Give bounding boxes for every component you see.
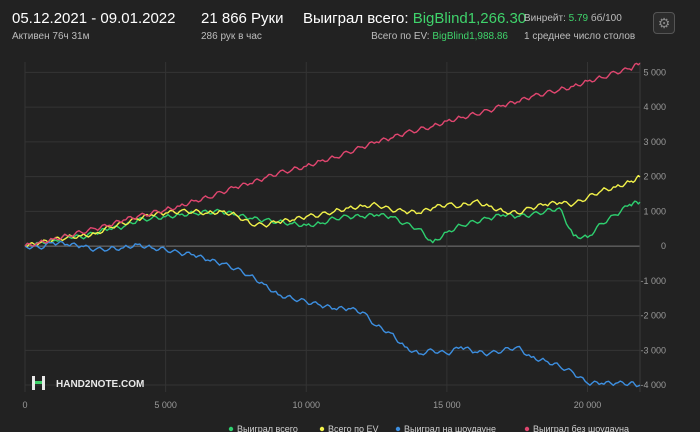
x-tick-label: 10 000 xyxy=(292,400,320,410)
hand2note-logo: HAND2NOTE.COM xyxy=(32,376,144,390)
x-tick-label: 0 xyxy=(22,400,27,410)
series-line-4 xyxy=(24,62,641,247)
legend-item[interactable]: Выиграл без шоудауна xyxy=(524,424,629,432)
legend-label: Всего по EV xyxy=(328,424,378,432)
profit-chart: 5 000 4 000 3 000 2 000 1 000 0 -1 000 -2 000 -3… xyxy=(22,62,666,432)
y-tick-label: 2 000 xyxy=(643,172,666,182)
won-total-label: Выиграл всего: xyxy=(303,10,409,27)
y-tick-label: 3 000 xyxy=(643,137,666,147)
series-line-3 xyxy=(24,240,641,388)
legend-item[interactable]: Выиграл всего xyxy=(228,424,298,432)
y-tick-label: 0 xyxy=(661,241,666,251)
legend-label: Выиграл на шоудауне xyxy=(404,424,496,432)
y-tick-label: 1 000 xyxy=(643,206,666,216)
y-axis-labels: 5 000 4 000 3 000 2 000 1 000 0 -1 000 -2 000 -3… xyxy=(640,67,666,390)
legend-marker xyxy=(524,426,530,432)
chart-legend: Выиграл всего Всего по EV Выиграл на шоуда… xyxy=(228,424,629,432)
date-range[interactable]: 05.12.2021 - 09.01.2022 xyxy=(12,10,176,27)
y-tick-label: -3 000 xyxy=(640,345,666,355)
legend-label: Выиграл без шоудауна xyxy=(533,424,629,432)
legend-marker xyxy=(319,426,325,432)
y-tick-label: 5 000 xyxy=(643,67,666,77)
winrate-unit: бб/100 xyxy=(590,13,622,24)
stats-header: 05.12.2021 - 09.01.2022 Активен 76ч 31м … xyxy=(0,0,700,50)
y-tick-label: -2 000 xyxy=(640,311,666,321)
x-tick-label: 20 000 xyxy=(574,400,602,410)
y-tick-label: 4 000 xyxy=(643,102,666,112)
avg-tables: 1 среднее число столов xyxy=(524,31,636,42)
ev-total-value: BigBlind1,988.86 xyxy=(432,31,508,42)
legend-label: Выиграл всего xyxy=(237,424,298,432)
won-total: Выиграл всего: BigBlind1,266.30 xyxy=(303,10,526,27)
y-tick-label: -1 000 xyxy=(640,276,666,286)
logo-mark-icon xyxy=(32,376,45,390)
legend-item[interactable]: Всего по EV xyxy=(319,424,379,432)
gear-icon[interactable]: ⚙ xyxy=(653,12,675,34)
won-total-value: BigBlind1,266.30 xyxy=(412,10,527,27)
legend-marker xyxy=(228,426,234,432)
x-axis-labels: 0 5 000 10 000 15 000 20 000 xyxy=(22,400,601,410)
winrate-label: Винрейт: xyxy=(524,13,566,24)
chart-series xyxy=(24,62,641,388)
series-line-1 xyxy=(24,200,641,247)
winrate: Винрейт: 5.79 бб/100 xyxy=(524,13,622,24)
hands-count: 21 866 Руки xyxy=(201,10,284,27)
logo-text: HAND2NOTE.COM xyxy=(56,379,144,390)
y-tick-label: -4 000 xyxy=(640,380,666,390)
hands-per-hour: 286 рук в час xyxy=(201,31,262,42)
legend-marker xyxy=(395,426,401,432)
ev-total: Всего по EV: BigBlind1,988.86 xyxy=(320,31,508,42)
legend-item[interactable]: Выиграл на шоудауне xyxy=(395,424,496,432)
winrate-value: 5.79 xyxy=(568,13,589,24)
x-tick-label: 15 000 xyxy=(433,400,461,410)
series-line-2 xyxy=(24,174,641,248)
active-time: Активен 76ч 31м xyxy=(12,31,90,42)
ev-total-label: Всего по EV: xyxy=(371,31,430,42)
x-tick-label: 5 000 xyxy=(154,400,177,410)
